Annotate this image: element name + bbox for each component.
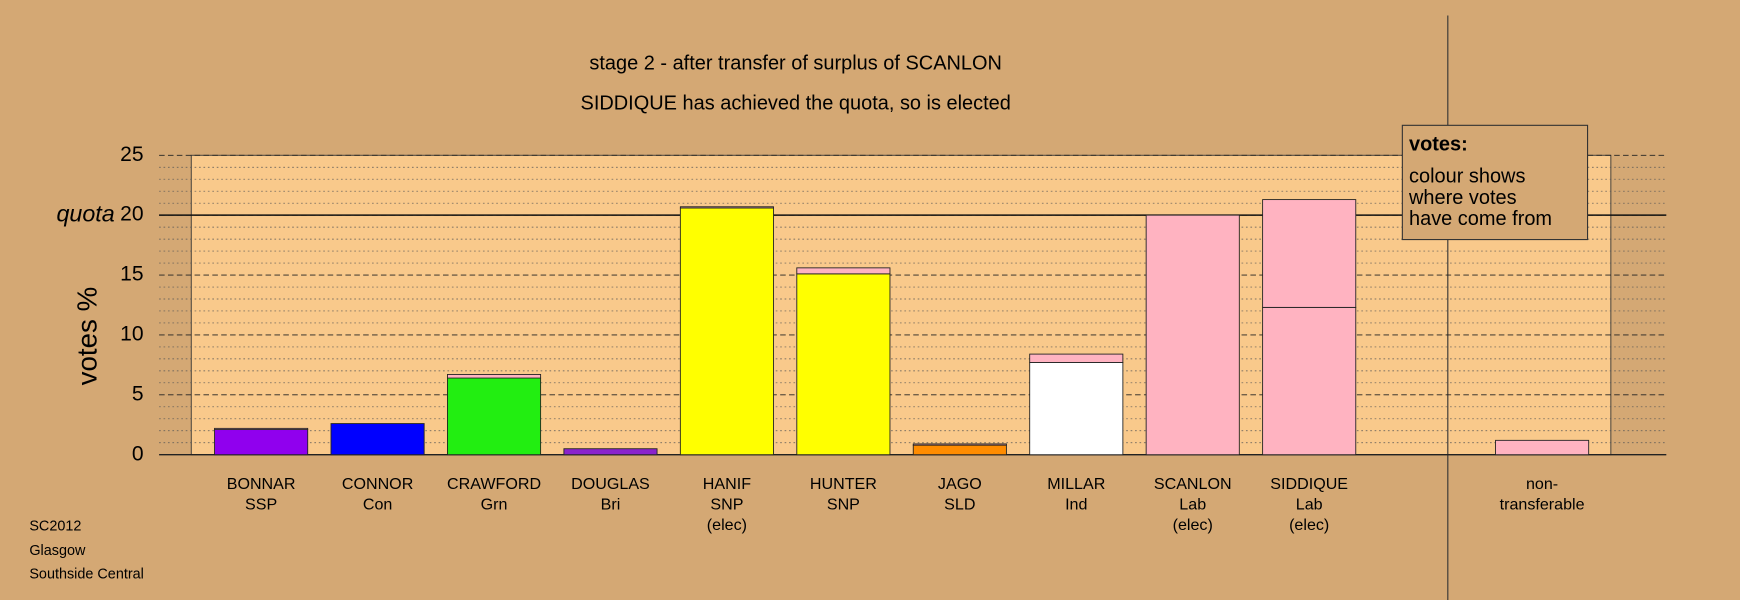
footer: Southside Central [29, 566, 144, 582]
bar-segment [214, 427, 309, 431]
y-tick-label: 0 [132, 442, 144, 465]
x-tick-label: JAGO [938, 475, 982, 493]
plot-area [190, 154, 1612, 456]
x-tick-label: HUNTER [810, 475, 877, 493]
plot: 0 5 10 15 20 25 quota BONNAR SSP CONNOR Con CRAWFOR… [56, 143, 1667, 534]
note-heading: votes: [1409, 134, 1468, 156]
bar-segment [447, 374, 542, 379]
y-tick-label: 5 [132, 382, 144, 405]
x-tick-label: SNP [827, 495, 860, 513]
y-tick-label: 20 [120, 203, 143, 226]
bar-segment [796, 267, 891, 275]
x-tick-label: Lab [1296, 495, 1323, 513]
note-text: where votes [1408, 187, 1517, 209]
bar-segment [1029, 362, 1124, 456]
x-tick-label: HANIF [703, 475, 751, 493]
bar-segment [912, 444, 1007, 456]
x-tick-label: BONNAR [227, 475, 296, 493]
x-tick-label: Ind [1065, 495, 1087, 513]
bar-segment [214, 429, 309, 456]
note-text: colour shows [1409, 166, 1525, 188]
x-tick-label: CRAWFORD [447, 475, 541, 493]
footer: Glasgow [29, 543, 86, 559]
x-tick-label: (elec) [707, 516, 747, 534]
bar-segment [912, 443, 1007, 446]
x-tick-label: DOUGLAS [571, 475, 650, 493]
x-tick-label: CONNOR [342, 475, 413, 493]
x-tick-label: (elec) [1173, 516, 1213, 534]
chart-subtitle: SIDDIQUE has achieved the quota, so is e… [581, 93, 1011, 115]
x-tick-label: SNP [710, 495, 743, 513]
y-tick-label: 25 [120, 143, 143, 166]
x-tick-label: non- [1526, 475, 1558, 493]
y-tick-label: 15 [120, 263, 143, 286]
x-tick-label: SSP [245, 495, 277, 513]
x-tick-label: SLD [944, 495, 975, 513]
x-tick-label: Grn [481, 495, 508, 513]
bar-segment [679, 206, 774, 209]
bar-segment [1262, 306, 1357, 456]
x-tick-label: SIDDIQUE [1270, 475, 1348, 493]
y-tick-label: 10 [120, 322, 143, 345]
x-tick-label: Lab [1179, 495, 1206, 513]
bar-segment [330, 423, 425, 456]
x-tick-label: Con [363, 495, 392, 513]
x-tick-label: SCANLON [1154, 475, 1232, 493]
bar-segment [447, 377, 542, 456]
x-tick-label: (elec) [1289, 516, 1329, 534]
footer: SC2012 [29, 519, 81, 535]
quota-label: quota [56, 200, 114, 226]
bar-segment [1145, 214, 1240, 456]
bar-segment [796, 273, 891, 456]
x-tick-label: Bri [601, 495, 621, 513]
bar-segment [1262, 199, 1357, 308]
bar-segment [679, 207, 774, 456]
bar-segment [1495, 439, 1590, 456]
bar-segment [563, 448, 658, 456]
note-text: have come from [1409, 208, 1552, 230]
y-axis-label: votes % [72, 287, 103, 386]
x-tick-label: transferable [1500, 495, 1585, 513]
x-tick-label: MILLAR [1047, 475, 1105, 493]
chart-title: stage 2 - after transfer of surplus of S… [589, 53, 1002, 75]
bar-segment [1029, 353, 1124, 363]
note-box [1401, 124, 1589, 241]
